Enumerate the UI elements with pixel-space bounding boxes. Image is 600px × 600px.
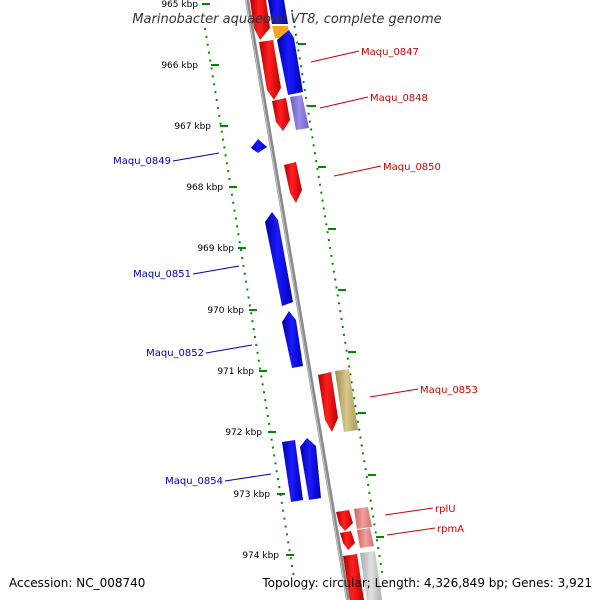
inner-dotted-ruler (204, 27, 295, 579)
genome-backbone-highlight (245, 0, 348, 600)
gene-label-maqu-0849[interactable]: Maqu_0849 (113, 156, 171, 167)
ruler-label-967: 967 kbp (174, 122, 211, 132)
topology-text: Topology: circular; Length: 4,326,849 bp… (261, 576, 592, 590)
gene-label-rplu[interactable]: rplU (435, 504, 456, 515)
gene-label-maqu-0853[interactable]: Maqu_0853 (420, 385, 478, 396)
gene-arrow-maqu-0847-blue[interactable] (277, 30, 303, 95)
gene-label-maqu-0848[interactable]: Maqu_0848 (370, 93, 428, 104)
gene-labels: Maqu_0847 Maqu_0848 Maqu_0849 Maqu_0850 … (113, 47, 478, 535)
gene-arrow-gray-bottom[interactable] (360, 551, 382, 600)
ruler-label-966: 966 kbp (161, 61, 198, 71)
ruler-label-968: 968 kbp (186, 183, 223, 193)
genome-backbone (245, 0, 350, 600)
gene-arrow-maqu-0852[interactable] (282, 311, 303, 368)
gene-arrow-maqu-0851[interactable] (265, 212, 293, 306)
gene-arrow-maqu-0849[interactable] (251, 139, 267, 153)
ruler-label-972: 972 kbp (225, 428, 262, 438)
gene-arrow-reverse[interactable] (268, 0, 288, 24)
gene-arrow-maqu-0847[interactable] (259, 40, 281, 100)
ruler-labels: 965 kbp 966 kbp 967 kbp 968 kbp 969 kbp … (161, 0, 279, 561)
gene-arrow-maqu-0848-light[interactable] (290, 95, 309, 130)
page-title: Marinobacter aquaeolei VT8, complete gen… (132, 12, 441, 27)
gene-label-maqu-0850[interactable]: Maqu_0850 (383, 162, 441, 173)
gene-arrow-rpma[interactable] (340, 531, 355, 550)
gene-arrow-maqu-0853[interactable] (318, 372, 338, 432)
gene-arrow-maqu-0854-b[interactable] (300, 438, 321, 500)
gene-label-maqu-0851[interactable]: Maqu_0851 (133, 269, 191, 280)
inner-major-ticks (202, 3, 294, 556)
gene-arrow-rplu-light[interactable] (354, 507, 372, 529)
gene-label-maqu-0854[interactable]: Maqu_0854 (165, 476, 223, 487)
gene-leader-lines (172, 50, 436, 536)
ruler-label-973: 973 kbp (233, 490, 270, 500)
ruler-label-970: 970 kbp (207, 306, 244, 316)
ruler-label-971: 971 kbp (217, 367, 254, 377)
gene-label-maqu-0847[interactable]: Maqu_0847 (361, 47, 419, 58)
gene-arrow-maqu-0848[interactable] (272, 98, 290, 131)
ruler-label-969: 969 kbp (197, 244, 234, 254)
gene-arrow-forward-bottom[interactable] (343, 554, 364, 600)
gene-arrow-maqu-0854[interactable] (282, 440, 303, 502)
ruler-label-974: 974 kbp (242, 551, 279, 561)
gene-label-maqu-0852[interactable]: Maqu_0852 (146, 348, 204, 359)
gene-arrow-maqu-0850[interactable] (284, 162, 302, 203)
ruler-label-965: 965 kbp (161, 0, 198, 10)
gene-arrow-rpma-light[interactable] (357, 528, 374, 548)
gene-arrow-maqu-0853-olive[interactable] (335, 369, 358, 432)
gene-features (250, 0, 382, 600)
gene-arrow-rplu[interactable] (336, 510, 353, 531)
gene-arrow-forward[interactable] (250, 0, 270, 40)
accession-text: Accession: NC_008740 (9, 576, 145, 590)
outer-major-ticks (298, 43, 384, 538)
gene-label-rpma[interactable]: rpmA (437, 524, 464, 535)
